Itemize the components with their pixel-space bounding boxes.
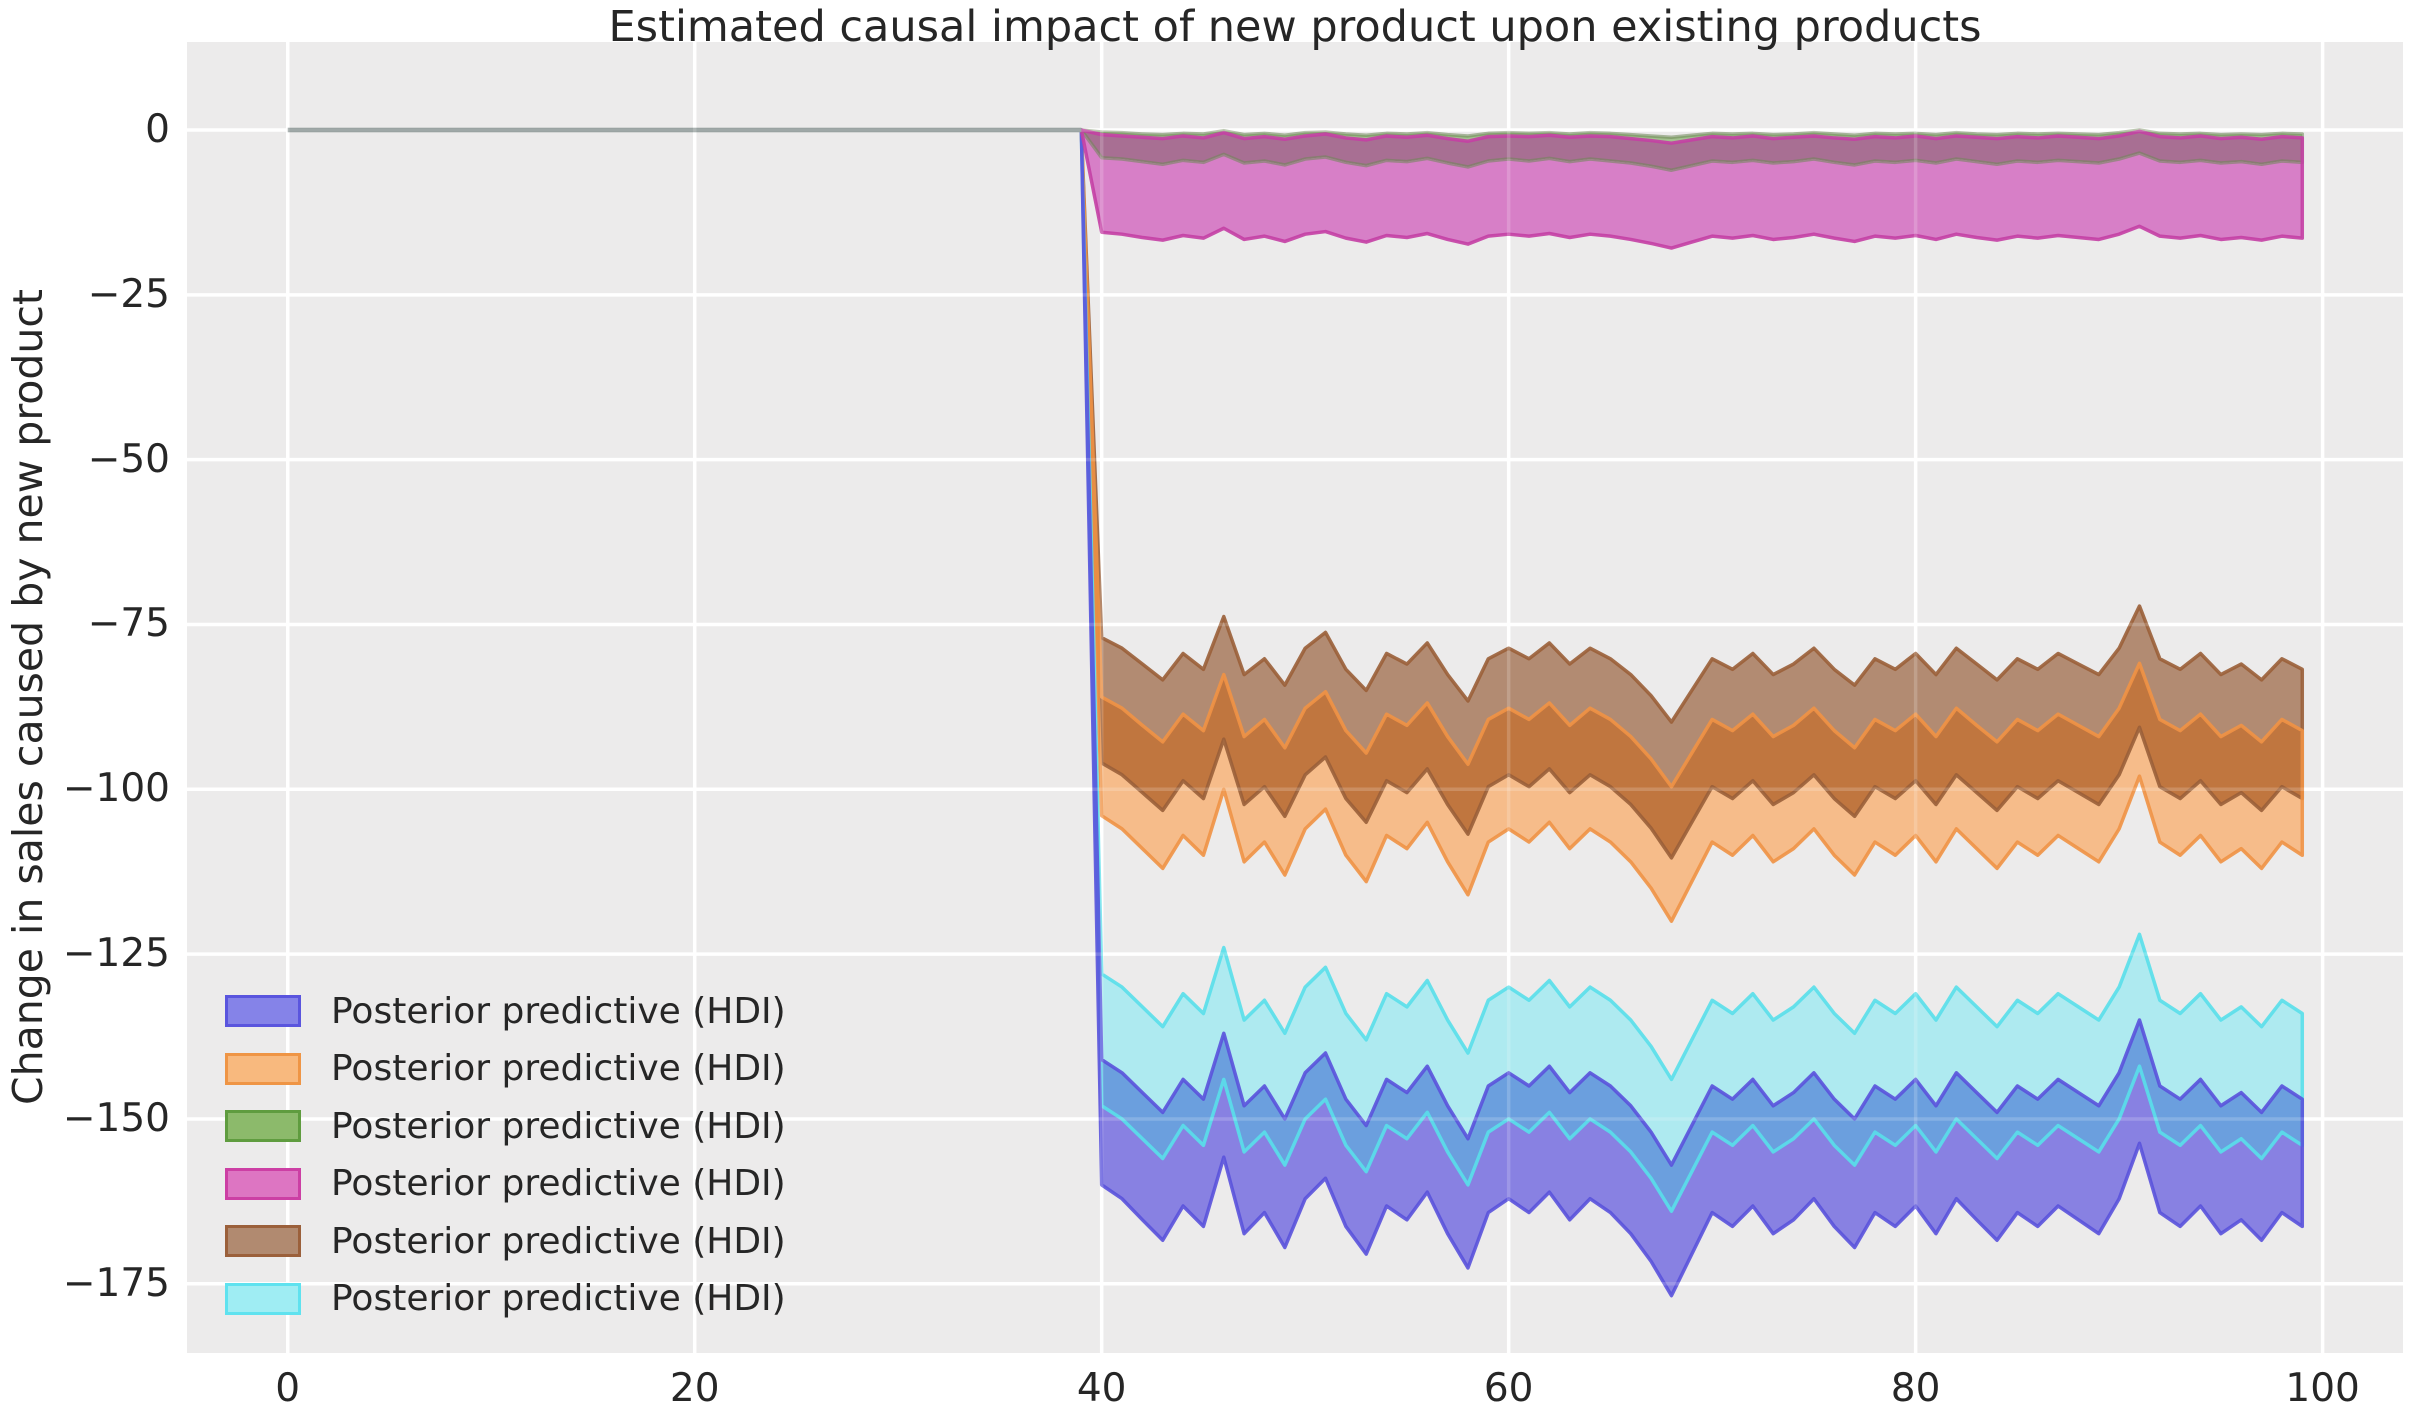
y-tick-label--175: −175 xyxy=(62,1260,170,1306)
y-tick-label--150: −150 xyxy=(62,1095,170,1141)
legend-item-blue: Posterior predictive (HDI) xyxy=(225,990,786,1032)
y-tick-label--125: −125 xyxy=(62,931,170,977)
legend-label: Posterior predictive (HDI) xyxy=(331,1048,786,1089)
legend-item-cyan: Posterior predictive (HDI) xyxy=(225,1278,786,1319)
legend-swatch-pink xyxy=(225,1167,301,1200)
legend-swatch-cyan xyxy=(225,1282,301,1315)
legend-swatch-green xyxy=(225,1110,301,1142)
y-tick-label--50: −50 xyxy=(87,436,170,482)
y-tick-label--100: −100 xyxy=(62,766,170,812)
legend-label: Posterior predictive (HDI) xyxy=(331,1278,786,1319)
y-tick-label--75: −75 xyxy=(87,601,170,647)
legend-item-green: Posterior predictive (HDI) xyxy=(225,1105,786,1147)
legend-swatch-blue xyxy=(225,995,301,1027)
legend-label: Posterior predictive (HDI) xyxy=(331,1220,786,1262)
legend-label: Posterior predictive (HDI) xyxy=(331,1163,786,1204)
x-tick-label-20: 20 xyxy=(669,1366,720,1411)
chart-title: Estimated causal impact of new product u… xyxy=(608,2,1982,52)
x-tick-label-60: 60 xyxy=(1483,1366,1534,1411)
y-tick-label--25: −25 xyxy=(87,271,170,317)
hdi-bands xyxy=(1079,128,2305,1298)
legend-item-pink: Posterior predictive (HDI) xyxy=(225,1163,786,1204)
legend-label: Posterior predictive (HDI) xyxy=(331,990,786,1032)
x-tick-label-40: 40 xyxy=(1076,1366,1127,1411)
x-tick-label-100: 100 xyxy=(2285,1366,2360,1411)
x-tick-label-80: 80 xyxy=(1890,1366,1941,1411)
legend-item-brown: Posterior predictive (HDI) xyxy=(225,1220,786,1262)
legend-item-orange: Posterior predictive (HDI) xyxy=(225,1048,786,1089)
gridlines xyxy=(187,42,2403,1353)
x-tick-label-0: 0 xyxy=(275,1366,301,1411)
legend-swatch-orange xyxy=(225,1052,301,1085)
legend-label: Posterior predictive (HDI) xyxy=(331,1105,786,1147)
y-tick-label-0: 0 xyxy=(145,107,170,153)
legend-swatch-brown xyxy=(225,1225,301,1257)
